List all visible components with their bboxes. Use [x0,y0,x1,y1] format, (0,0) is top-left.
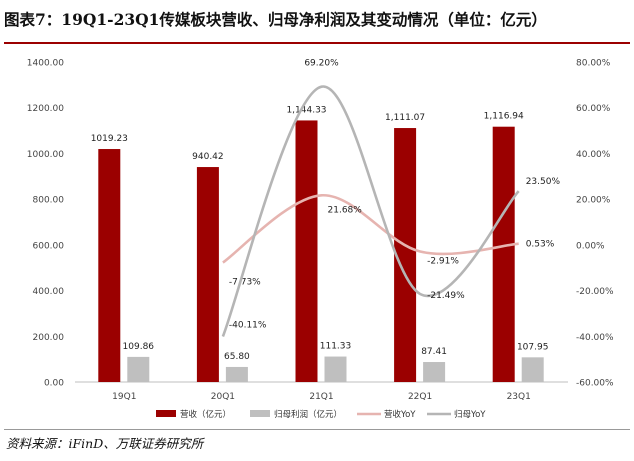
y-left-tick-label: 0.00 [44,379,64,389]
y-left-tick-label: 1200.00 [27,104,64,114]
legend-label-revenue-yoy: 营收YoY [384,409,416,420]
revenue-yoy-label: -7.73% [229,278,261,288]
source-rule [4,429,630,430]
source-note: 资料来源：iFinD、万联证券研究所 [6,436,204,451]
y-left-tick-label: 800.00 [33,196,65,206]
y-right-tick-label: -60.00% [576,379,614,389]
y-left-tick-label: 400.00 [33,287,65,297]
revenue-yoy-label: -2.91% [427,257,459,267]
net-profit-bar [225,366,248,382]
revenue-bar [98,149,121,382]
y-left-tick-label: 200.00 [33,333,65,343]
revenue-bar [394,128,417,382]
chart-title: 图表7：19Q1-23Q1传媒板块营收、归母净利润及其变动情况（单位：亿元） [4,10,547,29]
revenue-bar-label: 1,144.33 [286,105,326,115]
y-right-tick-label: 80.00% [576,59,611,69]
revenue-bar-label: 940.42 [192,152,224,162]
y-left-tick-label: 600.00 [33,241,65,251]
net-profit-yoy-label: -40.11% [229,321,267,331]
revenue-bar-label: 1,111.07 [385,113,425,123]
legend-label-revenue: 营收（亿元） [180,409,231,420]
net-profit-bar-label: 65.80 [224,352,250,362]
revenue-yoy-label: 21.68% [328,205,363,215]
y-right-tick-label: -40.00% [576,333,614,343]
revenue-bar [295,120,318,383]
net-profit-bar [127,356,150,382]
net-profit-bar-label: 109.86 [123,342,155,352]
x-tick-label: 20Q1 [211,392,235,402]
legend-label-net-profit: 归母利润（亿元） [274,409,342,420]
net-profit-bar-label: 87.41 [421,347,447,357]
net-profit-bar-label: 111.33 [320,342,352,352]
net-profit-yoy-label: 23.50% [526,177,561,187]
net-profit-bar [324,356,347,382]
net-profit-yoy-label: 69.20% [304,59,339,69]
legend-swatch-revenue [156,410,176,417]
revenue-yoy-label: 0.53% [526,240,555,250]
x-tick-label: 19Q1 [112,392,136,402]
y-left-tick-label: 1000.00 [27,150,64,160]
revenue-yoy-line [222,193,519,264]
revenue-bar [492,126,515,382]
net-profit-yoy-line [221,85,520,338]
y-right-tick-label: -20.00% [576,287,614,297]
y-right-tick-label: 40.00% [576,150,611,160]
net-profit-bar-label: 107.95 [517,342,549,352]
legend-label-net-profit-yoy: 归母YoY [454,409,486,420]
y-right-tick-label: 60.00% [576,104,611,114]
y-right-tick-label: 0.00% [576,241,605,251]
revenue-bar [196,167,219,382]
net-profit-yoy-label: -21.49% [427,291,465,301]
legend-swatch-net-profit [250,410,270,417]
revenue-bar-label: 1019.23 [91,134,128,144]
revenue-bar-label: 1,116.94 [484,112,524,122]
y-right-tick-label: 20.00% [576,196,611,206]
y-left-tick-label: 1400.00 [27,59,64,69]
title-rule [4,42,630,44]
net-profit-bar [423,362,446,382]
x-tick-label: 23Q1 [507,392,531,402]
net-profit-bar [521,357,544,382]
x-tick-label: 21Q1 [309,392,333,402]
x-tick-label: 22Q1 [408,392,432,402]
